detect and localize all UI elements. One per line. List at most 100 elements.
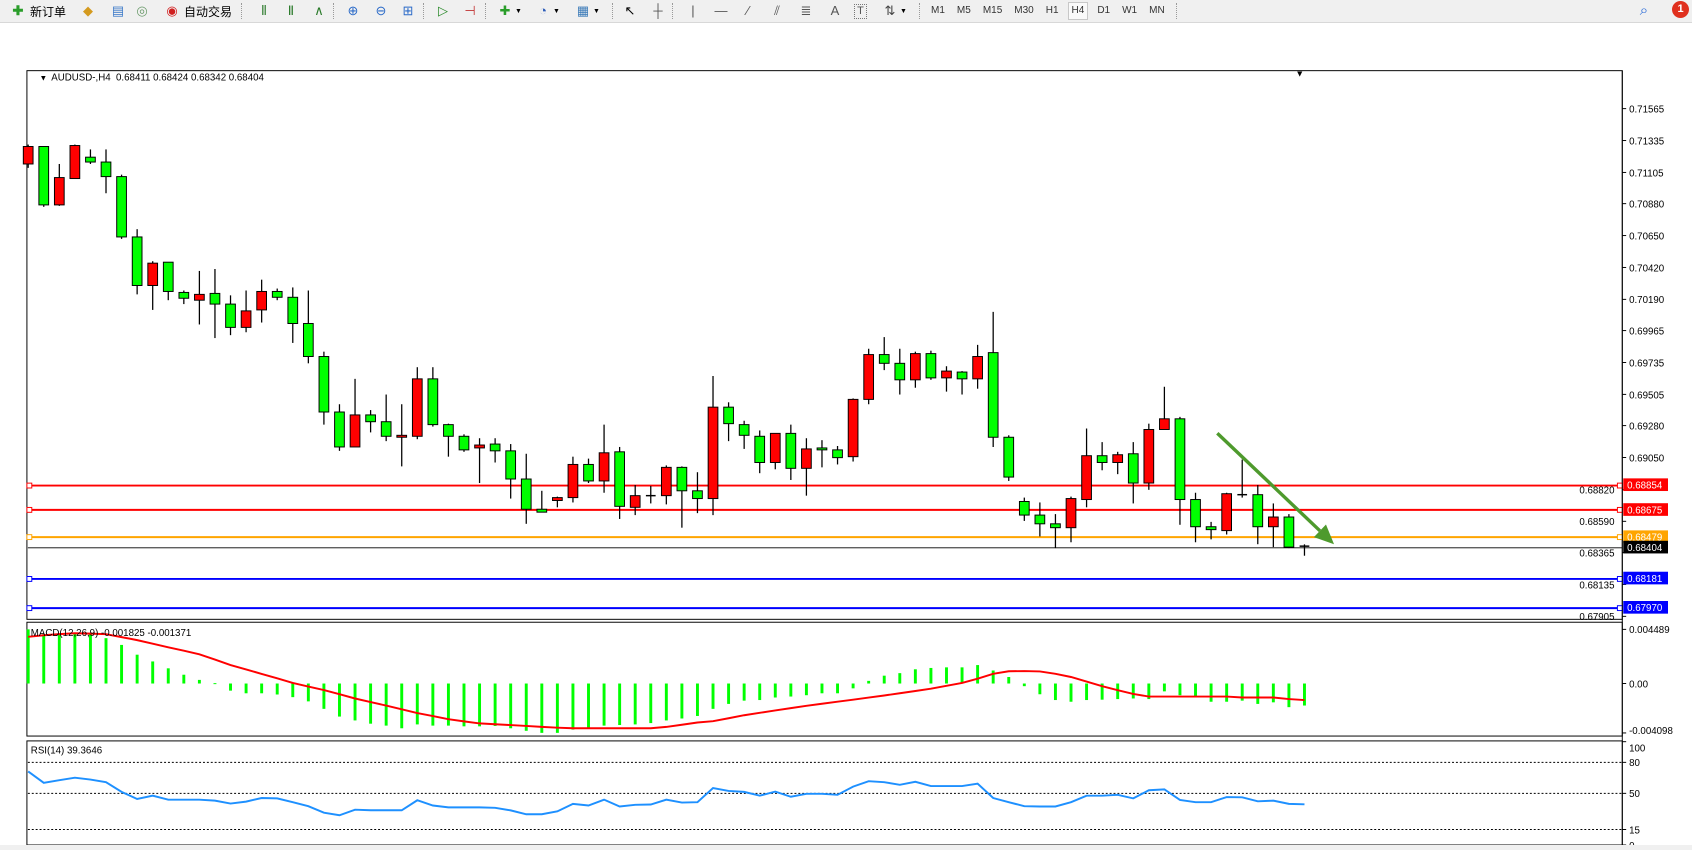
tile-windows-button[interactable]: ⊞ (400, 2, 416, 20)
trendline-icon: ∕ (746, 3, 750, 18)
candle (505, 444, 517, 499)
candle-body (1267, 516, 1279, 528)
notification-badge[interactable]: 1 (1672, 1, 1689, 18)
macd-histogram-bar (867, 680, 871, 684)
templates-button[interactable]: ▦ ▼ (575, 2, 600, 20)
zoom-in-button[interactable]: ⊕ (345, 2, 361, 20)
horizontal-line-button[interactable]: — (713, 2, 729, 20)
candle (271, 288, 283, 301)
macd-histogram-bar (1038, 683, 1042, 695)
candle (443, 423, 454, 457)
candle-body (287, 296, 299, 324)
line-handle-left (26, 482, 33, 489)
candle (116, 174, 127, 239)
candle-body (458, 435, 470, 451)
macd-histogram-bar (26, 629, 30, 684)
candle (1174, 416, 1186, 525)
line-handle-left (26, 506, 33, 513)
search-button[interactable]: ⌕ (1636, 2, 1652, 20)
cursor-button[interactable]: ↖ (622, 2, 638, 20)
candle (1205, 521, 1217, 540)
chart-shift-marker-icon[interactable]: ▼ (1295, 69, 1304, 79)
timeframe-h1[interactable]: H1 (1045, 5, 1059, 16)
macd-histogram-bar (462, 683, 466, 727)
crosshair-button[interactable]: ┼ (650, 2, 666, 20)
line-handle-left (26, 576, 33, 582)
candlestick-button[interactable]: Ⅱ (283, 2, 299, 20)
macd-histogram-bar (135, 654, 139, 684)
price-level-label: 0.68479 (1627, 533, 1662, 544)
line-handle-right (1616, 534, 1623, 541)
signals-button[interactable]: ◎ (134, 2, 150, 20)
new-order-button[interactable]: ✚ 新订单 (10, 2, 66, 20)
vertical-line-button[interactable]: | (685, 2, 701, 20)
macd-histogram-bar (524, 683, 528, 731)
timeframe-d1[interactable]: D1 (1097, 5, 1111, 16)
market-watch-button[interactable]: ▤ (110, 2, 126, 20)
candle (832, 445, 843, 465)
line-chart-button[interactable]: ∧ (311, 2, 327, 20)
periods-button[interactable]: ◔ ▼ (535, 2, 560, 20)
candle-body (302, 323, 314, 358)
candle (1065, 496, 1077, 543)
macd-histogram-bar (338, 683, 341, 717)
macd-histogram-bar (851, 683, 855, 689)
timeframe-m30[interactable]: M30 (1014, 5, 1034, 16)
indicators-button[interactable]: ✚ ▼ (497, 2, 522, 20)
text-label-button[interactable]: T (854, 2, 867, 20)
zoom-out-button[interactable]: ⊖ (373, 2, 389, 20)
candle-body (1174, 418, 1186, 501)
text-button[interactable]: A (827, 2, 843, 20)
price-chart[interactable]: 0.71565 0.71335 0.71105 0.70880 0.70650 0.704… (0, 23, 1692, 850)
chart-menu-triangle-icon[interactable]: ▼ (40, 73, 48, 82)
line-handle-right (1616, 576, 1623, 582)
candle-body (178, 291, 190, 299)
timeframe-m1[interactable]: M1 (931, 5, 945, 16)
candle-body (256, 290, 268, 311)
line-handle-left (26, 605, 33, 612)
candle (178, 290, 190, 305)
rsi-tick-label: 50 (1629, 789, 1640, 800)
timeframe-w1[interactable]: W1 (1122, 5, 1138, 16)
auto-scroll-button[interactable]: ▷ (435, 2, 451, 20)
candle-body (598, 452, 610, 482)
candle (925, 350, 937, 380)
price-tick-label: 0.68135 (1579, 580, 1614, 591)
candle (520, 453, 532, 524)
chart-shift-button[interactable]: ⊣ (462, 2, 478, 20)
toolbar-separator (241, 3, 242, 19)
candle (785, 424, 797, 480)
trendline-button[interactable]: ∕ (740, 2, 756, 20)
timeframe-m5[interactable]: M5 (956, 5, 971, 16)
candle (754, 430, 766, 474)
candle-body (427, 378, 439, 426)
timeframe-mn[interactable]: MN (1149, 5, 1165, 16)
candle-body (489, 443, 501, 452)
candle-body (660, 466, 672, 497)
macd-histogram-bar (633, 683, 637, 725)
candle-body (987, 352, 999, 438)
candle-body (785, 432, 797, 469)
chart-window[interactable]: 0.71565 0.71335 0.71105 0.70880 0.70650 0.704… (0, 23, 1692, 850)
channel-button[interactable]: ⫽ (769, 2, 785, 20)
periods-icon: ◔ (539, 3, 547, 18)
macd-histogram-bar (929, 667, 933, 684)
price-tick-label: 0.70420 (1629, 263, 1665, 274)
macd-histogram-bar (322, 683, 326, 709)
price-tick-label: 0.69965 (1629, 326, 1664, 337)
timeframe-h4[interactable]: H4 (1067, 2, 1089, 20)
auto-trading-button[interactable]: ◉ 自动交易 (164, 2, 232, 20)
candle (847, 398, 859, 462)
candle-body (1190, 499, 1201, 528)
macd-histogram-bar (991, 670, 995, 684)
macd-histogram-bar (275, 683, 279, 695)
bar-chart-button[interactable]: ⫴ (256, 2, 272, 20)
arrows-button[interactable]: ⇅ ▼ (882, 2, 907, 20)
candle-body (1252, 494, 1264, 528)
candle-body (349, 414, 361, 448)
fibonacci-button[interactable]: ≣ (798, 2, 814, 20)
timeframe-m15[interactable]: M15 (982, 5, 1003, 16)
gold-bars-button[interactable]: ◆ (80, 2, 96, 20)
candle (287, 287, 299, 343)
macd-histogram-bar (773, 683, 777, 698)
